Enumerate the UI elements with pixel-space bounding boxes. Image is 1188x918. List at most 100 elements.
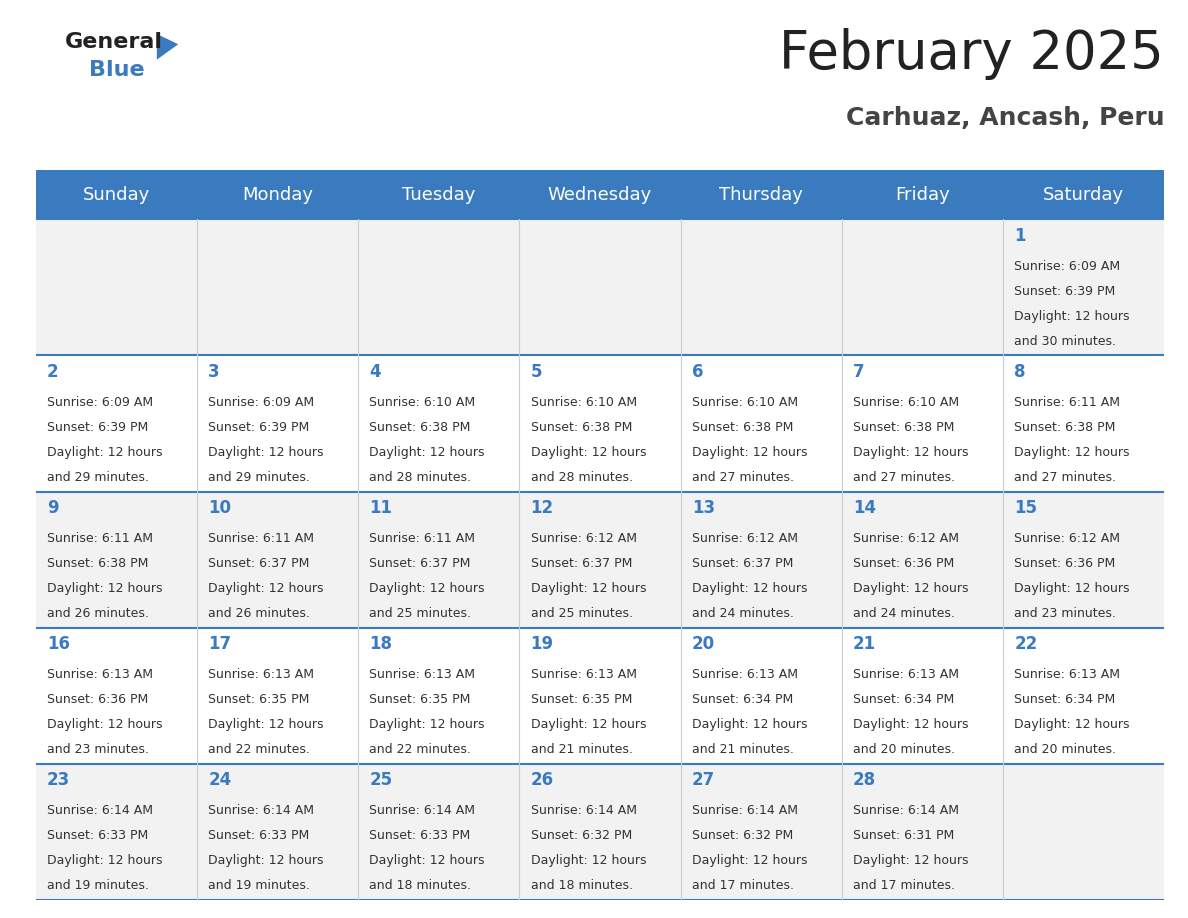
Text: and 20 minutes.: and 20 minutes.	[853, 744, 955, 756]
Text: Sunrise: 6:13 AM: Sunrise: 6:13 AM	[48, 667, 153, 681]
Text: Sunset: 6:35 PM: Sunset: 6:35 PM	[531, 693, 632, 706]
Text: Sunset: 6:38 PM: Sunset: 6:38 PM	[853, 420, 954, 434]
Text: and 27 minutes.: and 27 minutes.	[1015, 471, 1117, 484]
Text: Sunset: 6:39 PM: Sunset: 6:39 PM	[48, 420, 148, 434]
Text: Blue: Blue	[89, 60, 145, 80]
Text: 28: 28	[853, 771, 877, 789]
Text: February 2025: February 2025	[779, 28, 1164, 80]
Text: Sunrise: 6:13 AM: Sunrise: 6:13 AM	[531, 667, 637, 681]
Text: Sunset: 6:32 PM: Sunset: 6:32 PM	[691, 829, 794, 842]
Text: Daylight: 12 hours: Daylight: 12 hours	[48, 718, 163, 731]
Text: Sunrise: 6:14 AM: Sunrise: 6:14 AM	[691, 804, 798, 817]
Text: 17: 17	[208, 635, 232, 653]
Text: Daylight: 12 hours: Daylight: 12 hours	[691, 446, 808, 459]
Text: 15: 15	[1015, 498, 1037, 517]
Text: Sunrise: 6:14 AM: Sunrise: 6:14 AM	[531, 804, 637, 817]
Text: Daylight: 12 hours: Daylight: 12 hours	[369, 582, 485, 595]
Bar	[36, 491, 1164, 628]
Text: Daylight: 12 hours: Daylight: 12 hours	[853, 718, 968, 731]
Text: and 18 minutes.: and 18 minutes.	[531, 879, 633, 892]
Text: Daylight: 12 hours: Daylight: 12 hours	[691, 854, 808, 868]
Text: 23: 23	[48, 771, 70, 789]
Text: Sunset: 6:38 PM: Sunset: 6:38 PM	[691, 420, 794, 434]
Text: Sunrise: 6:13 AM: Sunrise: 6:13 AM	[1015, 667, 1120, 681]
Text: Sunrise: 6:14 AM: Sunrise: 6:14 AM	[369, 804, 475, 817]
Text: 3: 3	[208, 363, 220, 381]
Text: Daylight: 12 hours: Daylight: 12 hours	[531, 854, 646, 868]
Text: Thursday: Thursday	[719, 185, 803, 204]
Text: Sunday: Sunday	[83, 185, 150, 204]
Text: Carhuaz, Ancash, Peru: Carhuaz, Ancash, Peru	[846, 106, 1164, 129]
Text: Sunset: 6:38 PM: Sunset: 6:38 PM	[531, 420, 632, 434]
Text: and 29 minutes.: and 29 minutes.	[208, 471, 310, 484]
Text: Sunrise: 6:11 AM: Sunrise: 6:11 AM	[369, 532, 475, 544]
Text: Sunrise: 6:11 AM: Sunrise: 6:11 AM	[1015, 396, 1120, 409]
Text: Daylight: 12 hours: Daylight: 12 hours	[48, 446, 163, 459]
Text: 24: 24	[208, 771, 232, 789]
Text: and 28 minutes.: and 28 minutes.	[369, 471, 472, 484]
Text: 4: 4	[369, 363, 381, 381]
Text: Sunset: 6:37 PM: Sunset: 6:37 PM	[369, 557, 470, 570]
Text: and 25 minutes.: and 25 minutes.	[369, 607, 472, 621]
Text: Daylight: 12 hours: Daylight: 12 hours	[369, 446, 485, 459]
Text: and 29 minutes.: and 29 minutes.	[48, 471, 148, 484]
Text: 5: 5	[531, 363, 542, 381]
Text: Daylight: 12 hours: Daylight: 12 hours	[208, 582, 323, 595]
Text: Sunset: 6:34 PM: Sunset: 6:34 PM	[691, 693, 794, 706]
Text: 20: 20	[691, 635, 715, 653]
Text: 2: 2	[48, 363, 58, 381]
Text: Sunrise: 6:12 AM: Sunrise: 6:12 AM	[1015, 532, 1120, 544]
Text: Daylight: 12 hours: Daylight: 12 hours	[853, 854, 968, 868]
Text: and 22 minutes.: and 22 minutes.	[208, 744, 310, 756]
Text: Sunrise: 6:10 AM: Sunrise: 6:10 AM	[531, 396, 637, 409]
Text: Sunset: 6:33 PM: Sunset: 6:33 PM	[369, 829, 470, 842]
Polygon shape	[157, 34, 178, 60]
Text: Daylight: 12 hours: Daylight: 12 hours	[691, 718, 808, 731]
Text: Sunrise: 6:09 AM: Sunrise: 6:09 AM	[208, 396, 315, 409]
Text: Daylight: 12 hours: Daylight: 12 hours	[48, 854, 163, 868]
Text: Sunrise: 6:12 AM: Sunrise: 6:12 AM	[853, 532, 959, 544]
Text: Sunset: 6:34 PM: Sunset: 6:34 PM	[1015, 693, 1116, 706]
Text: Sunset: 6:36 PM: Sunset: 6:36 PM	[48, 693, 148, 706]
Text: and 18 minutes.: and 18 minutes.	[369, 879, 472, 892]
Text: Sunrise: 6:13 AM: Sunrise: 6:13 AM	[208, 667, 314, 681]
Text: Sunrise: 6:09 AM: Sunrise: 6:09 AM	[1015, 260, 1120, 273]
Text: Daylight: 12 hours: Daylight: 12 hours	[853, 446, 968, 459]
Text: and 27 minutes.: and 27 minutes.	[853, 471, 955, 484]
Text: Daylight: 12 hours: Daylight: 12 hours	[691, 582, 808, 595]
Text: Saturday: Saturday	[1043, 185, 1124, 204]
Text: 6: 6	[691, 363, 703, 381]
Text: Sunrise: 6:12 AM: Sunrise: 6:12 AM	[691, 532, 798, 544]
Text: Sunrise: 6:09 AM: Sunrise: 6:09 AM	[48, 396, 153, 409]
Text: and 26 minutes.: and 26 minutes.	[208, 607, 310, 621]
Bar	[36, 355, 1164, 491]
Text: 22: 22	[1015, 635, 1037, 653]
Text: 21: 21	[853, 635, 877, 653]
Text: 14: 14	[853, 498, 877, 517]
Text: Daylight: 12 hours: Daylight: 12 hours	[531, 718, 646, 731]
Text: 25: 25	[369, 771, 392, 789]
Text: Sunset: 6:38 PM: Sunset: 6:38 PM	[369, 420, 470, 434]
Text: 16: 16	[48, 635, 70, 653]
Text: Sunrise: 6:13 AM: Sunrise: 6:13 AM	[369, 667, 475, 681]
Text: Sunrise: 6:10 AM: Sunrise: 6:10 AM	[853, 396, 959, 409]
Text: 27: 27	[691, 771, 715, 789]
Text: Sunrise: 6:13 AM: Sunrise: 6:13 AM	[691, 667, 798, 681]
Text: Sunset: 6:39 PM: Sunset: 6:39 PM	[208, 420, 309, 434]
Text: Sunrise: 6:10 AM: Sunrise: 6:10 AM	[369, 396, 475, 409]
Text: Sunrise: 6:11 AM: Sunrise: 6:11 AM	[208, 532, 314, 544]
Text: General: General	[65, 32, 163, 52]
Bar	[36, 628, 1164, 764]
Text: Sunrise: 6:12 AM: Sunrise: 6:12 AM	[531, 532, 637, 544]
Text: 7: 7	[853, 363, 865, 381]
Text: and 17 minutes.: and 17 minutes.	[853, 879, 955, 892]
Text: Daylight: 12 hours: Daylight: 12 hours	[1015, 718, 1130, 731]
Text: 8: 8	[1015, 363, 1025, 381]
Text: Sunset: 6:35 PM: Sunset: 6:35 PM	[369, 693, 470, 706]
Text: and 22 minutes.: and 22 minutes.	[369, 744, 472, 756]
Text: Sunset: 6:33 PM: Sunset: 6:33 PM	[48, 829, 148, 842]
Text: 11: 11	[369, 498, 392, 517]
Text: Sunset: 6:38 PM: Sunset: 6:38 PM	[48, 557, 148, 570]
Text: and 24 minutes.: and 24 minutes.	[691, 607, 794, 621]
Bar	[36, 764, 1164, 900]
